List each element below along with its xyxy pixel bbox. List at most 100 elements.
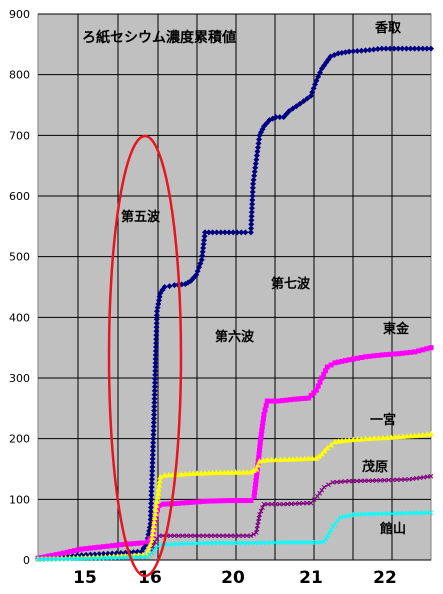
data-point xyxy=(366,478,371,484)
data-point xyxy=(350,478,356,484)
data-point xyxy=(253,482,259,488)
data-point xyxy=(217,229,224,236)
data-point xyxy=(213,498,219,504)
data-point xyxy=(261,411,267,417)
data-point xyxy=(149,455,156,462)
data-point xyxy=(289,456,296,462)
data-point xyxy=(375,434,382,441)
data-point xyxy=(268,456,275,463)
data-point xyxy=(334,479,340,485)
data-point xyxy=(251,531,256,537)
data-point xyxy=(313,387,319,393)
highlight-ellipse xyxy=(107,134,183,578)
data-point xyxy=(419,45,426,52)
data-point xyxy=(381,511,387,517)
data-point xyxy=(328,441,335,448)
data-point xyxy=(254,526,260,532)
data-point xyxy=(135,540,141,546)
data-point xyxy=(130,549,137,556)
data-point xyxy=(335,359,341,365)
data-point xyxy=(342,479,348,484)
data-point xyxy=(256,515,262,521)
data-point xyxy=(190,470,197,477)
data-point xyxy=(285,540,291,545)
data-point xyxy=(348,512,354,518)
data-point xyxy=(328,527,334,533)
data-point xyxy=(224,533,230,539)
data-point xyxy=(428,45,434,52)
data-point xyxy=(151,518,158,525)
data-point xyxy=(317,539,323,545)
data-point xyxy=(407,432,414,439)
data-point xyxy=(118,552,125,559)
data-point xyxy=(338,515,343,520)
data-point xyxy=(178,541,184,547)
data-point xyxy=(101,544,106,550)
data-point xyxy=(149,447,156,454)
data-point xyxy=(283,397,289,403)
data-point xyxy=(391,351,397,357)
data-point xyxy=(119,555,124,561)
data-point xyxy=(118,542,124,548)
data-point xyxy=(391,45,398,52)
data-point xyxy=(281,456,288,462)
data-point xyxy=(386,477,392,483)
data-point xyxy=(147,504,154,511)
data-point xyxy=(328,362,334,368)
chart-title: ろ紙セシウム濃度累積値 xyxy=(82,29,236,46)
data-point xyxy=(221,229,228,236)
data-point xyxy=(387,351,393,357)
data-point xyxy=(256,540,262,546)
data-point xyxy=(87,556,92,561)
data-point xyxy=(50,552,56,558)
data-point xyxy=(198,256,205,263)
data-point xyxy=(151,395,158,402)
data-point xyxy=(43,556,49,562)
data-point xyxy=(195,541,201,546)
data-point xyxy=(375,352,381,358)
data-point xyxy=(395,351,401,357)
data-point xyxy=(232,533,238,539)
data-point xyxy=(374,478,379,483)
data-point xyxy=(131,541,137,547)
data-point xyxy=(409,510,414,516)
data-point xyxy=(151,379,158,386)
y-tick-label: 100 xyxy=(9,493,30,506)
data-point xyxy=(371,435,378,441)
data-point xyxy=(111,555,116,561)
data-point xyxy=(199,540,205,546)
data-point xyxy=(188,499,194,505)
y-tick-label: 600 xyxy=(9,190,30,203)
data-point xyxy=(91,556,96,561)
data-point xyxy=(151,407,158,414)
data-point xyxy=(226,229,233,236)
data-point xyxy=(204,498,210,504)
data-point xyxy=(47,556,53,562)
plot-background xyxy=(37,13,432,561)
data-point xyxy=(208,533,214,539)
data-point xyxy=(254,470,260,476)
data-point xyxy=(39,556,45,562)
data-point xyxy=(311,390,317,396)
data-point xyxy=(324,444,331,451)
data-point xyxy=(420,510,426,516)
data-point xyxy=(244,498,250,504)
data-point xyxy=(150,427,157,434)
data-point xyxy=(367,353,373,359)
data-point xyxy=(200,245,207,251)
data-point xyxy=(251,168,258,175)
data-point xyxy=(428,430,434,437)
data-point xyxy=(117,549,124,556)
data-point xyxy=(428,345,434,351)
data-point xyxy=(136,554,141,560)
data-point xyxy=(249,193,256,199)
data-point xyxy=(321,447,328,454)
data-point xyxy=(424,346,430,352)
data-point xyxy=(292,501,298,507)
data-point xyxy=(399,350,405,356)
data-point xyxy=(405,510,410,516)
data-point xyxy=(230,498,236,504)
data-point xyxy=(382,477,387,483)
data-point xyxy=(67,556,73,562)
data-point xyxy=(253,466,260,472)
